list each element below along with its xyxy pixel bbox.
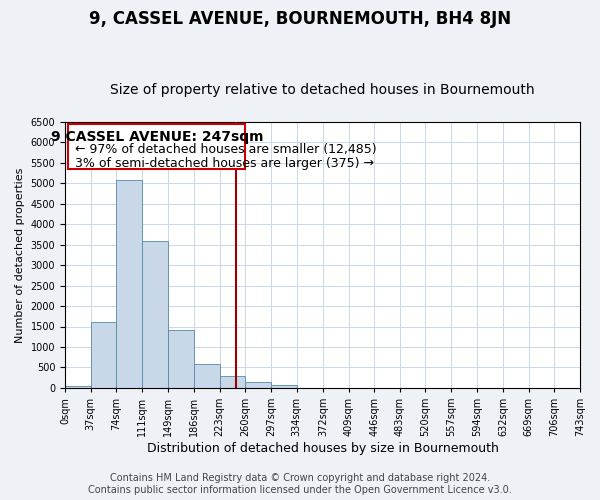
Bar [116,180,142,388]
Bar [168,330,194,388]
FancyBboxPatch shape [68,124,245,169]
X-axis label: Distribution of detached houses by size in Bournemouth: Distribution of detached houses by size … [146,442,499,455]
Bar [65,386,91,388]
Text: Contains HM Land Registry data © Crown copyright and database right 2024.
Contai: Contains HM Land Registry data © Crown c… [88,474,512,495]
Text: ← 97% of detached houses are smaller (12,485): ← 97% of detached houses are smaller (12… [76,144,377,156]
Y-axis label: Number of detached properties: Number of detached properties [15,167,25,342]
Text: 3% of semi-detached houses are larger (375) →: 3% of semi-detached houses are larger (3… [76,158,374,170]
Bar [142,240,168,388]
Bar [245,382,271,388]
Text: 9 CASSEL AVENUE: 247sqm: 9 CASSEL AVENUE: 247sqm [50,130,263,143]
Title: Size of property relative to detached houses in Bournemouth: Size of property relative to detached ho… [110,83,535,97]
Bar [91,322,116,388]
Text: 9, CASSEL AVENUE, BOURNEMOUTH, BH4 8JN: 9, CASSEL AVENUE, BOURNEMOUTH, BH4 8JN [89,10,511,28]
Bar [220,376,245,388]
Bar [271,386,296,388]
Bar [194,364,220,388]
